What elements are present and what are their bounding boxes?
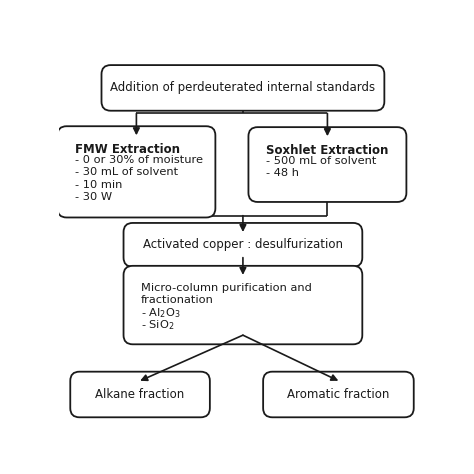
Text: Soxhlet Extraction: Soxhlet Extraction — [266, 144, 388, 157]
Text: fractionation: fractionation — [141, 295, 214, 305]
Text: Alkane fraction: Alkane fraction — [95, 388, 185, 401]
Text: - 48 h: - 48 h — [266, 168, 299, 178]
FancyBboxPatch shape — [263, 372, 414, 417]
FancyBboxPatch shape — [70, 372, 210, 417]
Text: Aromatic fraction: Aromatic fraction — [287, 388, 390, 401]
FancyBboxPatch shape — [124, 266, 362, 344]
FancyBboxPatch shape — [124, 223, 362, 267]
Text: - SiO$_2$: - SiO$_2$ — [141, 318, 174, 332]
Text: Activated copper : desulfurization: Activated copper : desulfurization — [143, 238, 343, 251]
Text: - 30 W: - 30 W — [75, 191, 112, 201]
Text: - 30 mL of solvent: - 30 mL of solvent — [75, 167, 178, 177]
Text: - 500 mL of solvent: - 500 mL of solvent — [266, 156, 376, 166]
Text: - 0 or 30% of moisture: - 0 or 30% of moisture — [75, 155, 203, 165]
Text: Addition of perdeuterated internal standards: Addition of perdeuterated internal stand… — [110, 82, 375, 94]
Text: Micro-column purification and: Micro-column purification and — [141, 283, 312, 293]
FancyBboxPatch shape — [101, 65, 384, 111]
Text: - 10 min: - 10 min — [75, 180, 122, 190]
FancyBboxPatch shape — [248, 127, 406, 202]
FancyBboxPatch shape — [57, 126, 215, 218]
Text: FMW Extraction: FMW Extraction — [75, 143, 180, 156]
Text: - Al$_2$O$_3$: - Al$_2$O$_3$ — [141, 306, 181, 320]
